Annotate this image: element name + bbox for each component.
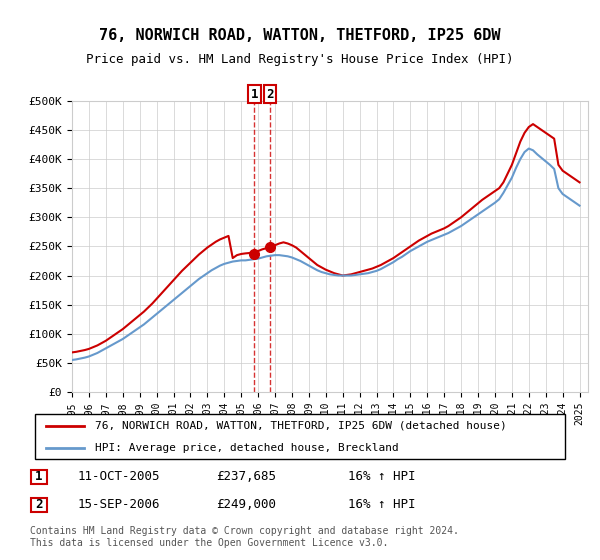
Text: 16% ↑ HPI: 16% ↑ HPI [348, 470, 415, 483]
Text: Contains HM Land Registry data © Crown copyright and database right 2024.
This d: Contains HM Land Registry data © Crown c… [30, 526, 459, 548]
Text: 16% ↑ HPI: 16% ↑ HPI [348, 498, 415, 511]
Text: 1: 1 [251, 88, 258, 101]
Text: £249,000: £249,000 [216, 498, 276, 511]
Text: 76, NORWICH ROAD, WATTON, THETFORD, IP25 6DW (detached house): 76, NORWICH ROAD, WATTON, THETFORD, IP25… [95, 421, 506, 431]
Text: 15-SEP-2006: 15-SEP-2006 [78, 498, 161, 511]
Text: 76, NORWICH ROAD, WATTON, THETFORD, IP25 6DW: 76, NORWICH ROAD, WATTON, THETFORD, IP25… [99, 28, 501, 43]
FancyBboxPatch shape [31, 469, 47, 484]
FancyBboxPatch shape [31, 497, 47, 512]
Text: 2: 2 [266, 88, 274, 101]
Text: 2: 2 [35, 498, 43, 511]
Text: Price paid vs. HM Land Registry's House Price Index (HPI): Price paid vs. HM Land Registry's House … [86, 53, 514, 66]
Text: 1: 1 [35, 470, 43, 483]
Text: £237,685: £237,685 [216, 470, 276, 483]
Text: HPI: Average price, detached house, Breckland: HPI: Average price, detached house, Brec… [95, 443, 398, 453]
Text: 11-OCT-2005: 11-OCT-2005 [78, 470, 161, 483]
FancyBboxPatch shape [35, 414, 565, 459]
